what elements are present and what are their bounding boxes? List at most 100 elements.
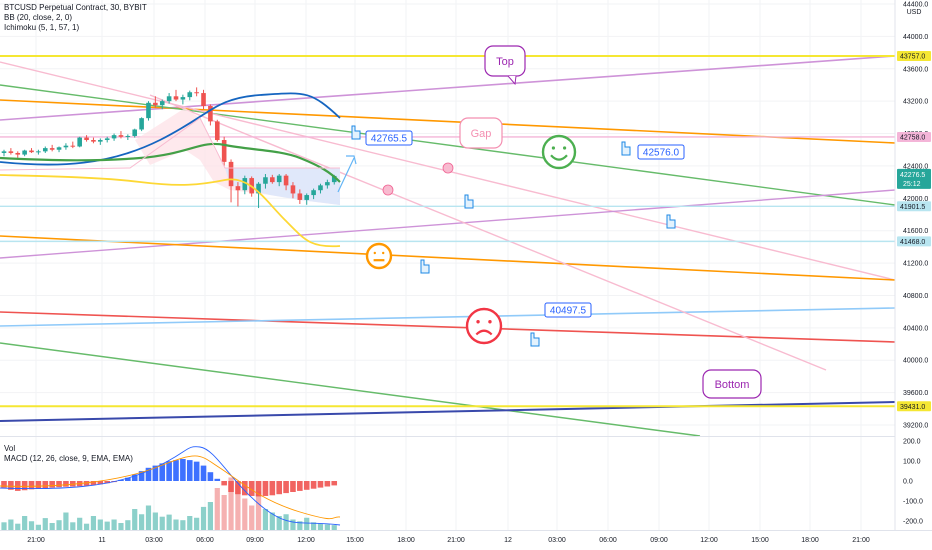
macd-tick-label: 200.0 (903, 439, 921, 446)
price-tick-label: 41600.0 (903, 228, 928, 235)
macd-histogram-bar (138, 471, 145, 481)
price-tick-label: 39200.0 (903, 423, 928, 430)
candle-body (201, 93, 206, 107)
volume-bar (49, 523, 55, 530)
volume-bar (22, 516, 28, 530)
macd-histogram-bar (90, 481, 97, 485)
volume-bar (269, 512, 275, 530)
time-tick-label: 21:00 (27, 537, 45, 544)
blue-trendline (0, 307, 896, 327)
pointer-hand-icon (530, 332, 540, 347)
happy-face-icon-mouth (550, 154, 568, 161)
bb-indicator-label[interactable]: BB (20, close, 2, 0) (4, 13, 73, 22)
volume-bar (132, 509, 138, 530)
macd-histogram-bar (310, 481, 317, 489)
price-tick-label: 44400.0 (903, 2, 928, 9)
macd-histogram-bar (28, 481, 35, 490)
price-note-42576-text: 42576.0 (643, 148, 680, 159)
macd-histogram-bar (221, 481, 227, 486)
symbol-title[interactable]: BTCUSD Perpetual Contract, 30, BYBIT (4, 3, 147, 12)
macd-histogram-bar (83, 481, 90, 486)
volume-bar (56, 520, 62, 530)
candle-body (63, 145, 69, 148)
macd-histogram-bar (173, 460, 179, 481)
candle-body (325, 182, 330, 186)
macd-histogram-bar (56, 481, 62, 488)
price-note-40497-text: 40497.5 (550, 306, 587, 317)
candle-body (70, 145, 76, 147)
price-tick-label: 44000.0 (903, 34, 928, 41)
volume-bar (214, 488, 220, 530)
candle-body (42, 148, 48, 152)
price-axis[interactable]: USD44400.044000.043600.043200.042800.042… (894, 0, 932, 550)
sad-face-icon (465, 307, 503, 345)
time-tick-label: 06:00 (599, 537, 617, 544)
macd-histogram-bar (290, 481, 296, 492)
pointer-hand-icon (621, 141, 631, 156)
macd-histogram-bar (49, 481, 55, 488)
price-tick-label: 40400.0 (903, 325, 928, 332)
price-levels (0, 55, 895, 408)
candle-body (180, 97, 186, 100)
annotations: Top Gap Bottom 42765.5 42576.0 40497.5 (337, 45, 762, 399)
price-level-value: 39431.0 (900, 404, 925, 411)
volume-bar (317, 523, 324, 530)
candle-body (8, 151, 14, 153)
candle-body (311, 190, 316, 196)
macd-histogram-bar (145, 467, 152, 481)
candle-body (228, 161, 234, 187)
gap-callout-text: Gap (471, 128, 492, 140)
purple-support-line (0, 189, 896, 259)
candle-body (159, 101, 165, 106)
macd-tick-label: -100.0 (903, 499, 923, 506)
happy-face-icon (541, 134, 577, 170)
ichimoku-indicator-label[interactable]: Ichimoku (5, 1, 57, 1) (4, 23, 80, 32)
volume-bar (42, 518, 48, 530)
time-tick-label: 12:00 (700, 537, 718, 544)
volume-bar (324, 524, 330, 530)
pig-icon (442, 162, 454, 174)
volume-bar (276, 516, 282, 530)
volume-bar (8, 519, 14, 530)
candle-body (297, 193, 303, 200)
macd-histogram-bar (8, 481, 14, 490)
volume-bar (297, 521, 303, 530)
volume-bar (235, 484, 241, 530)
price-tick-label: 42400.0 (903, 163, 928, 170)
top-callout-box (484, 45, 526, 77)
volume-indicator-label[interactable]: Vol (4, 444, 16, 453)
volume-bar (200, 506, 207, 530)
candle-body (98, 140, 103, 142)
macd-histogram-bar (207, 472, 214, 481)
main-legend: BTCUSD Perpetual Contract, 30, BYBIT BB … (4, 3, 147, 33)
time-tick-label: 12:00 (297, 537, 315, 544)
time-tick-label: 06:00 (196, 537, 214, 544)
candle-body (194, 92, 199, 94)
price-level-value: 41901.5 (900, 204, 925, 211)
macd-histogram-bar (35, 481, 42, 489)
time-axis[interactable]: 21:00 11 03:00 06:00 09:00 12:00 15:00 18:00 21:… (0, 530, 932, 545)
macd-histogram-bar (42, 481, 49, 489)
volume-bar (35, 524, 41, 530)
candle-body (153, 102, 158, 106)
volume-bar (304, 517, 310, 530)
candle-body (263, 177, 268, 184)
trendlines (0, 55, 896, 437)
macd-indicator-label[interactable]: MACD (12, 26, close, 9, EMA, EMA) (4, 454, 133, 463)
time-tick-label: 09:00 (650, 537, 668, 544)
candle-body (91, 140, 96, 142)
happy-face-icon-eye (551, 146, 556, 150)
macd-histogram-bar (159, 463, 166, 481)
bottom-trendline (0, 401, 896, 422)
macd-histogram-bar (242, 481, 248, 496)
macd-histogram-bar (248, 481, 255, 496)
candle-body (187, 92, 193, 98)
volume-bar (15, 523, 21, 530)
volume-bar (255, 491, 262, 530)
pink-lower-trendline (149, 94, 827, 371)
volume-bar (145, 505, 152, 530)
pointer-hand-icon (420, 259, 430, 274)
bb-basis (0, 142, 341, 183)
volume-bar (262, 509, 269, 530)
